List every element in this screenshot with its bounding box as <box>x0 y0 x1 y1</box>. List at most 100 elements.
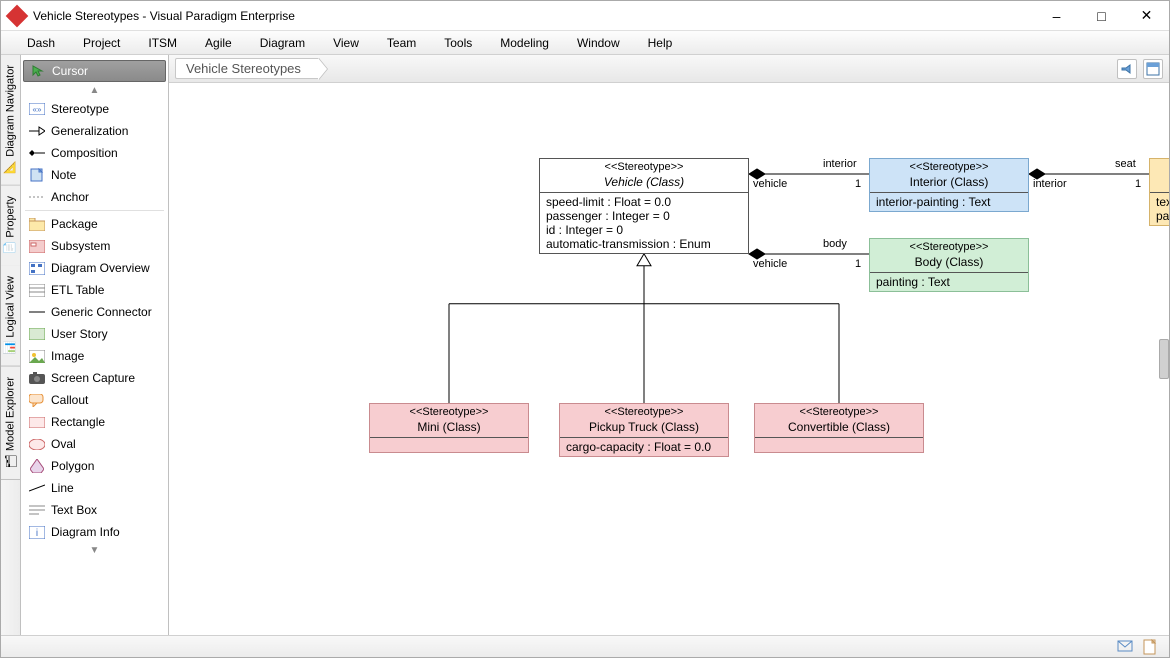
anchor-icon <box>29 189 45 205</box>
class-attr: interior-painting : Text <box>876 195 1022 209</box>
stereotype-tag: <<Stereotype>> <box>548 161 740 175</box>
class-mini[interactable]: <<Stereotype>>Mini (Class) <box>369 403 529 453</box>
tool-palette: Cursor ▲ «»StereotypeGeneralizationCompo… <box>21 55 169 635</box>
class-name: Mini (Class) <box>378 420 520 435</box>
menu-help[interactable]: Help <box>634 33 687 53</box>
palette-callout[interactable]: Callout <box>21 389 168 411</box>
window-title: Vehicle Stereotypes - Visual Paradigm En… <box>33 9 1034 23</box>
class-name: Seat (Class) <box>1158 175 1169 190</box>
vtab-model-explorer[interactable]: 🗂Model Explorer <box>1 367 20 480</box>
palette-image[interactable]: Image <box>21 345 168 367</box>
explorer-icon: 🗂 <box>4 455 18 469</box>
class-pickup[interactable]: <<Stereotype>>Pickup Truck (Class) cargo-… <box>559 403 729 457</box>
oval-icon <box>29 436 45 452</box>
line-icon <box>29 480 45 496</box>
edge-label: interior <box>823 158 857 170</box>
announce-icon[interactable] <box>1117 59 1137 79</box>
palette-subsystem[interactable]: Subsystem <box>21 235 168 257</box>
vtab-diagram-navigator[interactable]: 📐Diagram Navigator <box>1 55 20 186</box>
palette-package[interactable]: Package <box>21 213 168 235</box>
edge-label: vehicle <box>753 258 787 270</box>
vtab-logical-view[interactable]: 📊Logical View <box>1 266 20 367</box>
menu-team[interactable]: Team <box>373 33 430 53</box>
mail-icon[interactable] <box>1117 639 1133 655</box>
logical-icon: 📊 <box>4 342 18 356</box>
class-seat[interactable]: <<Stereotype>>Seat (Class) texture : Text… <box>1149 158 1169 226</box>
diagram-canvas[interactable]: <<Stereotype>>Vehicle (Class)speed-limit… <box>169 83 1169 635</box>
canvas-scroll-handle[interactable] <box>1159 339 1169 379</box>
vtab-property[interactable]: 📄Property <box>1 186 20 267</box>
menu-tools[interactable]: Tools <box>430 33 486 53</box>
stereotype-tag: <<Stereotype>> <box>568 406 720 420</box>
stereotype-tag: <<Stereotype>> <box>763 406 915 420</box>
palette-polygon[interactable]: Polygon <box>21 455 168 477</box>
menubar: Dash Project ITSM Agile Diagram View Tea… <box>1 31 1169 55</box>
palette-more[interactable]: ▼ <box>21 543 168 558</box>
palette-generic-connector[interactable]: Generic Connector <box>21 301 168 323</box>
class-name: Pickup Truck (Class) <box>568 420 720 435</box>
class-attr: texture : Text <box>1156 195 1169 209</box>
etl-icon <box>29 282 45 298</box>
palette-diagram-overview[interactable]: Diagram Overview <box>21 257 168 279</box>
breadcrumb-current[interactable]: Vehicle Stereotypes <box>175 58 320 79</box>
menu-diagram[interactable]: Diagram <box>246 33 319 53</box>
palette-text-box[interactable]: Text Box <box>21 499 168 521</box>
menu-agile[interactable]: Agile <box>191 33 246 53</box>
minimize-button[interactable]: – <box>1034 1 1079 31</box>
palette-rectangle[interactable]: Rectangle <box>21 411 168 433</box>
palette-collapse-up[interactable]: ▲ <box>21 83 168 98</box>
app-logo-icon <box>6 4 29 27</box>
note-icon <box>29 167 45 183</box>
class-attr: cargo-capacity : Float = 0.0 <box>566 440 722 454</box>
class-attr: automatic-transmission : Enum <box>546 237 742 251</box>
class-attr: painting : Text <box>876 275 1022 289</box>
conn-icon <box>29 304 45 320</box>
maximize-button[interactable]: □ <box>1079 1 1124 31</box>
menu-project[interactable]: Project <box>69 33 134 53</box>
palette-line[interactable]: Line <box>21 477 168 499</box>
edge-label: seat <box>1115 158 1136 170</box>
stereotype-tag: <<Stereotype>> <box>878 241 1020 255</box>
class-name: Vehicle (Class) <box>548 175 740 190</box>
menu-itsm[interactable]: ITSM <box>134 33 191 53</box>
class-attr: speed-limit : Float = 0.0 <box>546 195 742 209</box>
class-body[interactable]: <<Stereotype>>Body (Class)painting : Tex… <box>869 238 1029 292</box>
palette-etl-table[interactable]: ETL Table <box>21 279 168 301</box>
edge-label: 1 <box>855 258 861 270</box>
palette-oval[interactable]: Oval <box>21 433 168 455</box>
palette-cursor[interactable]: Cursor <box>23 60 166 82</box>
palette-diagram-info[interactable]: iDiagram Info <box>21 521 168 543</box>
palette-composition[interactable]: Composition <box>21 142 168 164</box>
close-button[interactable]: ✕ <box>1124 1 1169 31</box>
edge-label: vehicle <box>753 178 787 190</box>
stereotype-icon: «» <box>29 101 45 117</box>
class-vehicle[interactable]: <<Stereotype>>Vehicle (Class) speed-limit… <box>539 158 749 254</box>
menu-modeling[interactable]: Modeling <box>486 33 563 53</box>
class-name: Convertible (Class) <box>763 420 915 435</box>
rect-icon <box>29 414 45 430</box>
class-attr: passenger : Integer = 0 <box>546 209 742 223</box>
navigator-icon: 📐 <box>4 161 18 175</box>
palette-anchor[interactable]: Anchor <box>21 186 168 208</box>
palette-note[interactable]: Note <box>21 164 168 186</box>
image-icon <box>29 348 45 364</box>
class-convertible[interactable]: <<Stereotype>>Convertible (Class) <box>754 403 924 453</box>
statusbar <box>1 635 1169 657</box>
side-tabs: 📐Diagram Navigator 📄Property 📊Logical Vi… <box>1 55 21 635</box>
svg-text:«»: «» <box>33 105 42 114</box>
stereotype-tag: <<Stereotype>> <box>1158 161 1169 175</box>
menu-dash[interactable]: Dash <box>13 33 69 53</box>
palette-generalization[interactable]: Generalization <box>21 120 168 142</box>
breadcrumb-bar: Vehicle Stereotypes <box>169 55 1169 83</box>
menu-window[interactable]: Window <box>563 33 634 53</box>
menu-view[interactable]: View <box>319 33 373 53</box>
palette-stereotype[interactable]: «»Stereotype <box>21 98 168 120</box>
layout-icon[interactable] <box>1143 59 1163 79</box>
class-interior[interactable]: <<Stereotype>>Interior (Class)interior-p… <box>869 158 1029 212</box>
palette-screen-capture[interactable]: Screen Capture <box>21 367 168 389</box>
edge-label: 1 <box>855 178 861 190</box>
stereotype-tag: <<Stereotype>> <box>378 406 520 420</box>
class-attr: id : Integer = 0 <box>546 223 742 237</box>
note-icon[interactable] <box>1143 639 1159 655</box>
palette-user-story[interactable]: User Story <box>21 323 168 345</box>
